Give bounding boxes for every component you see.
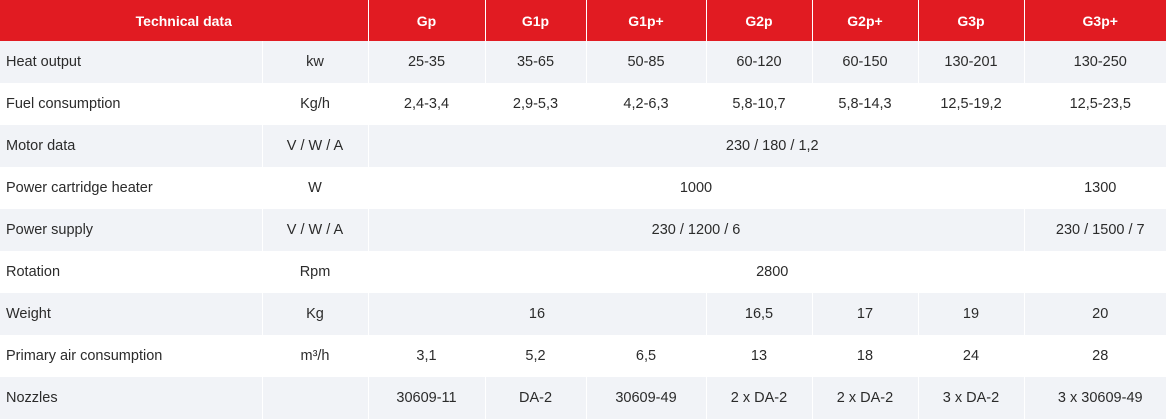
header-model: G1p+ — [586, 0, 707, 41]
value-cell: 2 x DA-2 — [706, 377, 813, 419]
value-cell: 230 / 1200 / 6 — [368, 209, 1025, 251]
value-cell: 4,2-6,3 — [586, 83, 707, 125]
value-cell: 1000 — [368, 167, 1025, 209]
table-row: Rotation Rpm 2800 — [0, 251, 1166, 293]
unit-label: V / W / A — [262, 209, 369, 251]
value-cell: 35-65 — [485, 41, 587, 83]
unit-label: Kg/h — [262, 83, 369, 125]
parameter-label: Primary air consumption — [0, 335, 263, 377]
value-cell: 3 x 30609-49 — [1024, 377, 1166, 419]
parameter-label: Heat output — [0, 41, 263, 83]
value-cell: 5,8-14,3 — [812, 83, 919, 125]
header-title: Technical data — [0, 0, 369, 41]
value-cell: 3,1 — [368, 335, 486, 377]
value-cell: 3 x DA-2 — [918, 377, 1025, 419]
parameter-label: Rotation — [0, 251, 263, 293]
value-cell: 16,5 — [706, 293, 813, 335]
header-model: G3p — [918, 0, 1025, 41]
unit-label: Rpm — [262, 251, 369, 293]
value-cell: 30609-49 — [586, 377, 707, 419]
header-model: G3p+ — [1024, 0, 1166, 41]
unit-label: m³/h — [262, 335, 369, 377]
table-row: Weight Kg 16 16,5 17 19 20 — [0, 293, 1166, 335]
value-cell: DA-2 — [485, 377, 587, 419]
value-cell: 130-250 — [1024, 41, 1166, 83]
value-cell: 28 — [1024, 335, 1166, 377]
table-row: Power supply V / W / A 230 / 1200 / 6 230 /… — [0, 209, 1166, 251]
value-cell: 2800 — [368, 251, 1166, 293]
value-cell: 50-85 — [586, 41, 707, 83]
parameter-label: Motor data — [0, 125, 263, 167]
table-row: Fuel consumption Kg/h 2,4-3,4 2,9-5,3 4,2-6,… — [0, 83, 1166, 125]
header-model: G1p — [485, 0, 587, 41]
value-cell: 1300 — [1024, 167, 1166, 209]
value-cell: 30609-11 — [368, 377, 486, 419]
table-row: Nozzles 30609-11 DA-2 30609-49 2 x DA-2 2 x D… — [0, 377, 1166, 419]
unit-label: kw — [262, 41, 369, 83]
unit-label: W — [262, 167, 369, 209]
table-row: Motor data V / W / A 230 / 180 / 1,2 — [0, 125, 1166, 167]
value-cell: 60-120 — [706, 41, 813, 83]
value-cell: 19 — [918, 293, 1025, 335]
value-cell: 2,9-5,3 — [485, 83, 587, 125]
value-cell: 13 — [706, 335, 813, 377]
value-cell: 24 — [918, 335, 1025, 377]
header-model: G2p — [706, 0, 813, 41]
header-model: G2p+ — [812, 0, 919, 41]
header-row: Technical data Gp G1p G1p+ G2p G2p+ G3p … — [0, 0, 1166, 41]
value-cell: 2 x DA-2 — [812, 377, 919, 419]
value-cell: 230 / 180 / 1,2 — [368, 125, 1166, 167]
value-cell: 18 — [812, 335, 919, 377]
header-model: Gp — [368, 0, 486, 41]
parameter-label: Fuel consumption — [0, 83, 263, 125]
table-row: Heat output kw 25-35 35-65 50-85 60-120 60-150… — [0, 41, 1166, 83]
parameter-label: Power supply — [0, 209, 263, 251]
value-cell: 5,8-10,7 — [706, 83, 813, 125]
table-row: Primary air consumption m³/h 3,1 5,2 6,5 13 18… — [0, 335, 1166, 377]
value-cell: 130-201 — [918, 41, 1025, 83]
value-cell: 12,5-23,5 — [1024, 83, 1166, 125]
table-body: Heat output kw 25-35 35-65 50-85 60-120 60-150… — [0, 41, 1166, 419]
value-cell: 17 — [812, 293, 919, 335]
parameter-label: Nozzles — [0, 377, 263, 419]
table-header: Technical data Gp G1p G1p+ G2p G2p+ G3p … — [0, 0, 1166, 41]
value-cell: 6,5 — [586, 335, 707, 377]
value-cell: 25-35 — [368, 41, 486, 83]
value-cell: 5,2 — [485, 335, 587, 377]
value-cell: 20 — [1024, 293, 1166, 335]
value-cell: 12,5-19,2 — [918, 83, 1025, 125]
unit-label: V / W / A — [262, 125, 369, 167]
unit-label — [262, 377, 369, 419]
value-cell: 230 / 1500 / 7 — [1024, 209, 1166, 251]
unit-label: Kg — [262, 293, 369, 335]
table-row: Power cartridge heater W 1000 1300 — [0, 167, 1166, 209]
value-cell: 2,4-3,4 — [368, 83, 486, 125]
parameter-label: Weight — [0, 293, 263, 335]
parameter-label: Power cartridge heater — [0, 167, 263, 209]
value-cell: 60-150 — [812, 41, 919, 83]
value-cell: 16 — [368, 293, 707, 335]
